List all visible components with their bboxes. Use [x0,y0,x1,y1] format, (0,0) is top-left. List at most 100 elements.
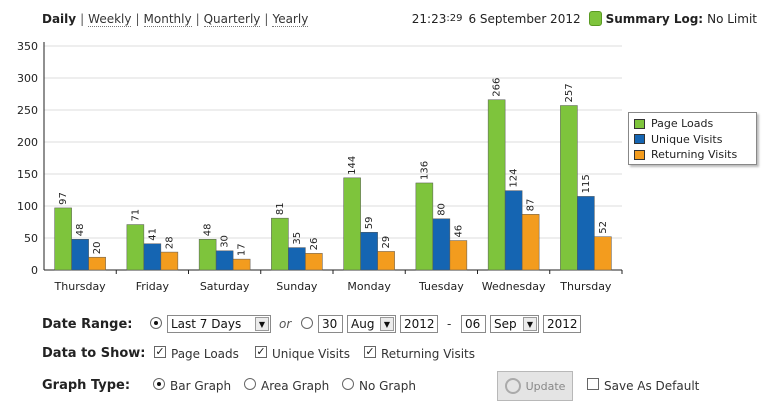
show-page-loads-checkbox[interactable]: ✓ [154,345,166,358]
bar-unique-visits [143,243,162,271]
to-month-select[interactable]: Sep ▼ [490,315,539,333]
refresh-icon [504,378,521,394]
chevron-down-icon: ▼ [523,317,537,331]
x-category-label: Thursday [54,280,107,293]
bar-value-label: 257 [564,83,575,102]
show-returning-visits-label: Returning Visits [381,347,476,361]
period-monthly[interactable]: Monthly [143,12,192,27]
bar-page-loads [198,239,217,271]
legend-swatch [634,134,645,145]
from-year-input[interactable]: 2012 [400,315,438,333]
bar-returning-visits [521,214,540,271]
period-quarterly[interactable]: Quarterly [203,12,261,27]
bar-returning-visits [594,236,612,271]
bar-value-label: 59 [364,217,375,230]
chevron-down-icon: ▼ [255,317,269,331]
bar-returning-visits [305,253,323,271]
bar-graph-radio[interactable] [153,378,165,390]
bar-value-label: 48 [203,224,214,237]
date-range-label: Date Range: [42,317,133,332]
summary-log-value: No Limit [707,11,757,26]
bar-value-label: 41 [147,228,158,241]
visits-bar-chart: 0 50 100 150 200 250 300 350 97 48 20 Thursday 71 41 2… [17,40,623,293]
show-returning-visits-checkbox[interactable]: ✓ [364,345,376,358]
bar-returning-visits [88,256,106,271]
legend-label: Unique Visits [651,132,723,146]
period-tabs: Daily | Weekly | Monthly | Quarterly | Yearly [42,12,309,27]
no-graph-radio[interactable] [342,378,354,390]
y-tick-label: 100 [17,200,38,213]
bar-value-label: 17 [237,243,248,256]
from-month-value: Aug [351,317,375,331]
legend-label: Page Loads [651,117,714,131]
x-category-label: Monday [347,280,391,293]
period-weekly[interactable]: Weekly [88,12,132,27]
bar-value-label: 124 [509,169,520,188]
bar-returning-visits [160,251,179,271]
save-default-label: Save As Default [604,379,700,393]
legend-item-unique-visits: Unique Visits [634,132,751,148]
to-year-input[interactable]: 2012 [543,315,581,333]
chart-legend: Page Loads Unique Visits Returning Visit… [628,112,757,165]
bar-value-label: 266 [492,78,503,97]
graph-type-label: Graph Type: [42,378,131,393]
y-tick-label: 300 [17,72,38,85]
custom-range-radio[interactable] [301,317,313,329]
y-tick-label: 50 [24,232,38,245]
legend-swatch [634,118,645,129]
bar-returning-visits [232,258,251,271]
from-day-input[interactable]: 30 [318,315,343,333]
bar-value-label: 87 [526,199,537,212]
bar-value-label: 35 [292,232,303,245]
bar-value-label: 97 [58,192,69,205]
y-tick-label: 350 [17,40,38,53]
bar-page-loads [126,224,145,271]
to-month-value: Sep [494,317,517,331]
update-button[interactable]: Update [497,371,573,401]
range-preset-select[interactable]: Last 7 Days ▼ [167,315,271,333]
preset-range-radio[interactable] [150,317,162,329]
x-category-label: Saturday [200,280,250,293]
bar-value-label: 71 [130,209,141,222]
legend-item-returning-visits: Returning Visits [634,147,751,163]
bar-value-label: 46 [453,225,464,238]
legend-item-page-loads: Page Loads [634,116,751,132]
no-graph-label: No Graph [359,379,416,393]
or-label: or [279,317,292,331]
bar-value-label: 144 [347,156,358,175]
period-yearly[interactable]: Yearly [272,12,309,27]
separator: | [264,12,269,26]
bar-value-label: 20 [92,241,103,254]
data-to-show-label: Data to Show: [42,346,146,361]
legend-swatch [634,149,645,160]
legend-label: Returning Visits [651,148,738,162]
period-daily[interactable]: Daily [42,12,77,26]
separator: | [135,12,140,26]
current-date: 6 September 2012 [468,11,581,26]
show-page-loads-label: Page Loads [171,347,239,361]
to-day-input[interactable]: 06 [461,315,486,333]
from-month-select[interactable]: Aug ▼ [347,315,396,333]
bar-value-label: 29 [381,236,392,249]
bar-page-loads [487,99,506,271]
bar-value-label: 115 [581,174,592,193]
bar-page-loads [560,105,578,271]
bar-value-label: 52 [598,221,609,234]
show-unique-visits-checkbox[interactable]: ✓ [255,345,267,358]
x-category-label: Thursday [559,280,612,293]
summary-log-icon [588,11,602,26]
bar-page-loads [343,177,361,271]
save-default-checkbox[interactable] [587,378,599,390]
bar-unique-visits [215,250,234,271]
bar-graph-label: Bar Graph [170,379,232,393]
separator: | [195,12,200,26]
bar-unique-visits [504,190,523,271]
bar-value-label: 136 [419,161,430,180]
x-category-label: Wednesday [482,280,546,293]
x-category-label: Friday [136,280,170,293]
x-category-label: Sunday [276,280,318,293]
range-dash: - [447,317,452,331]
area-graph-radio[interactable] [244,378,256,390]
range-preset-value: Last 7 Days [171,317,242,331]
bar-unique-visits [288,247,306,271]
